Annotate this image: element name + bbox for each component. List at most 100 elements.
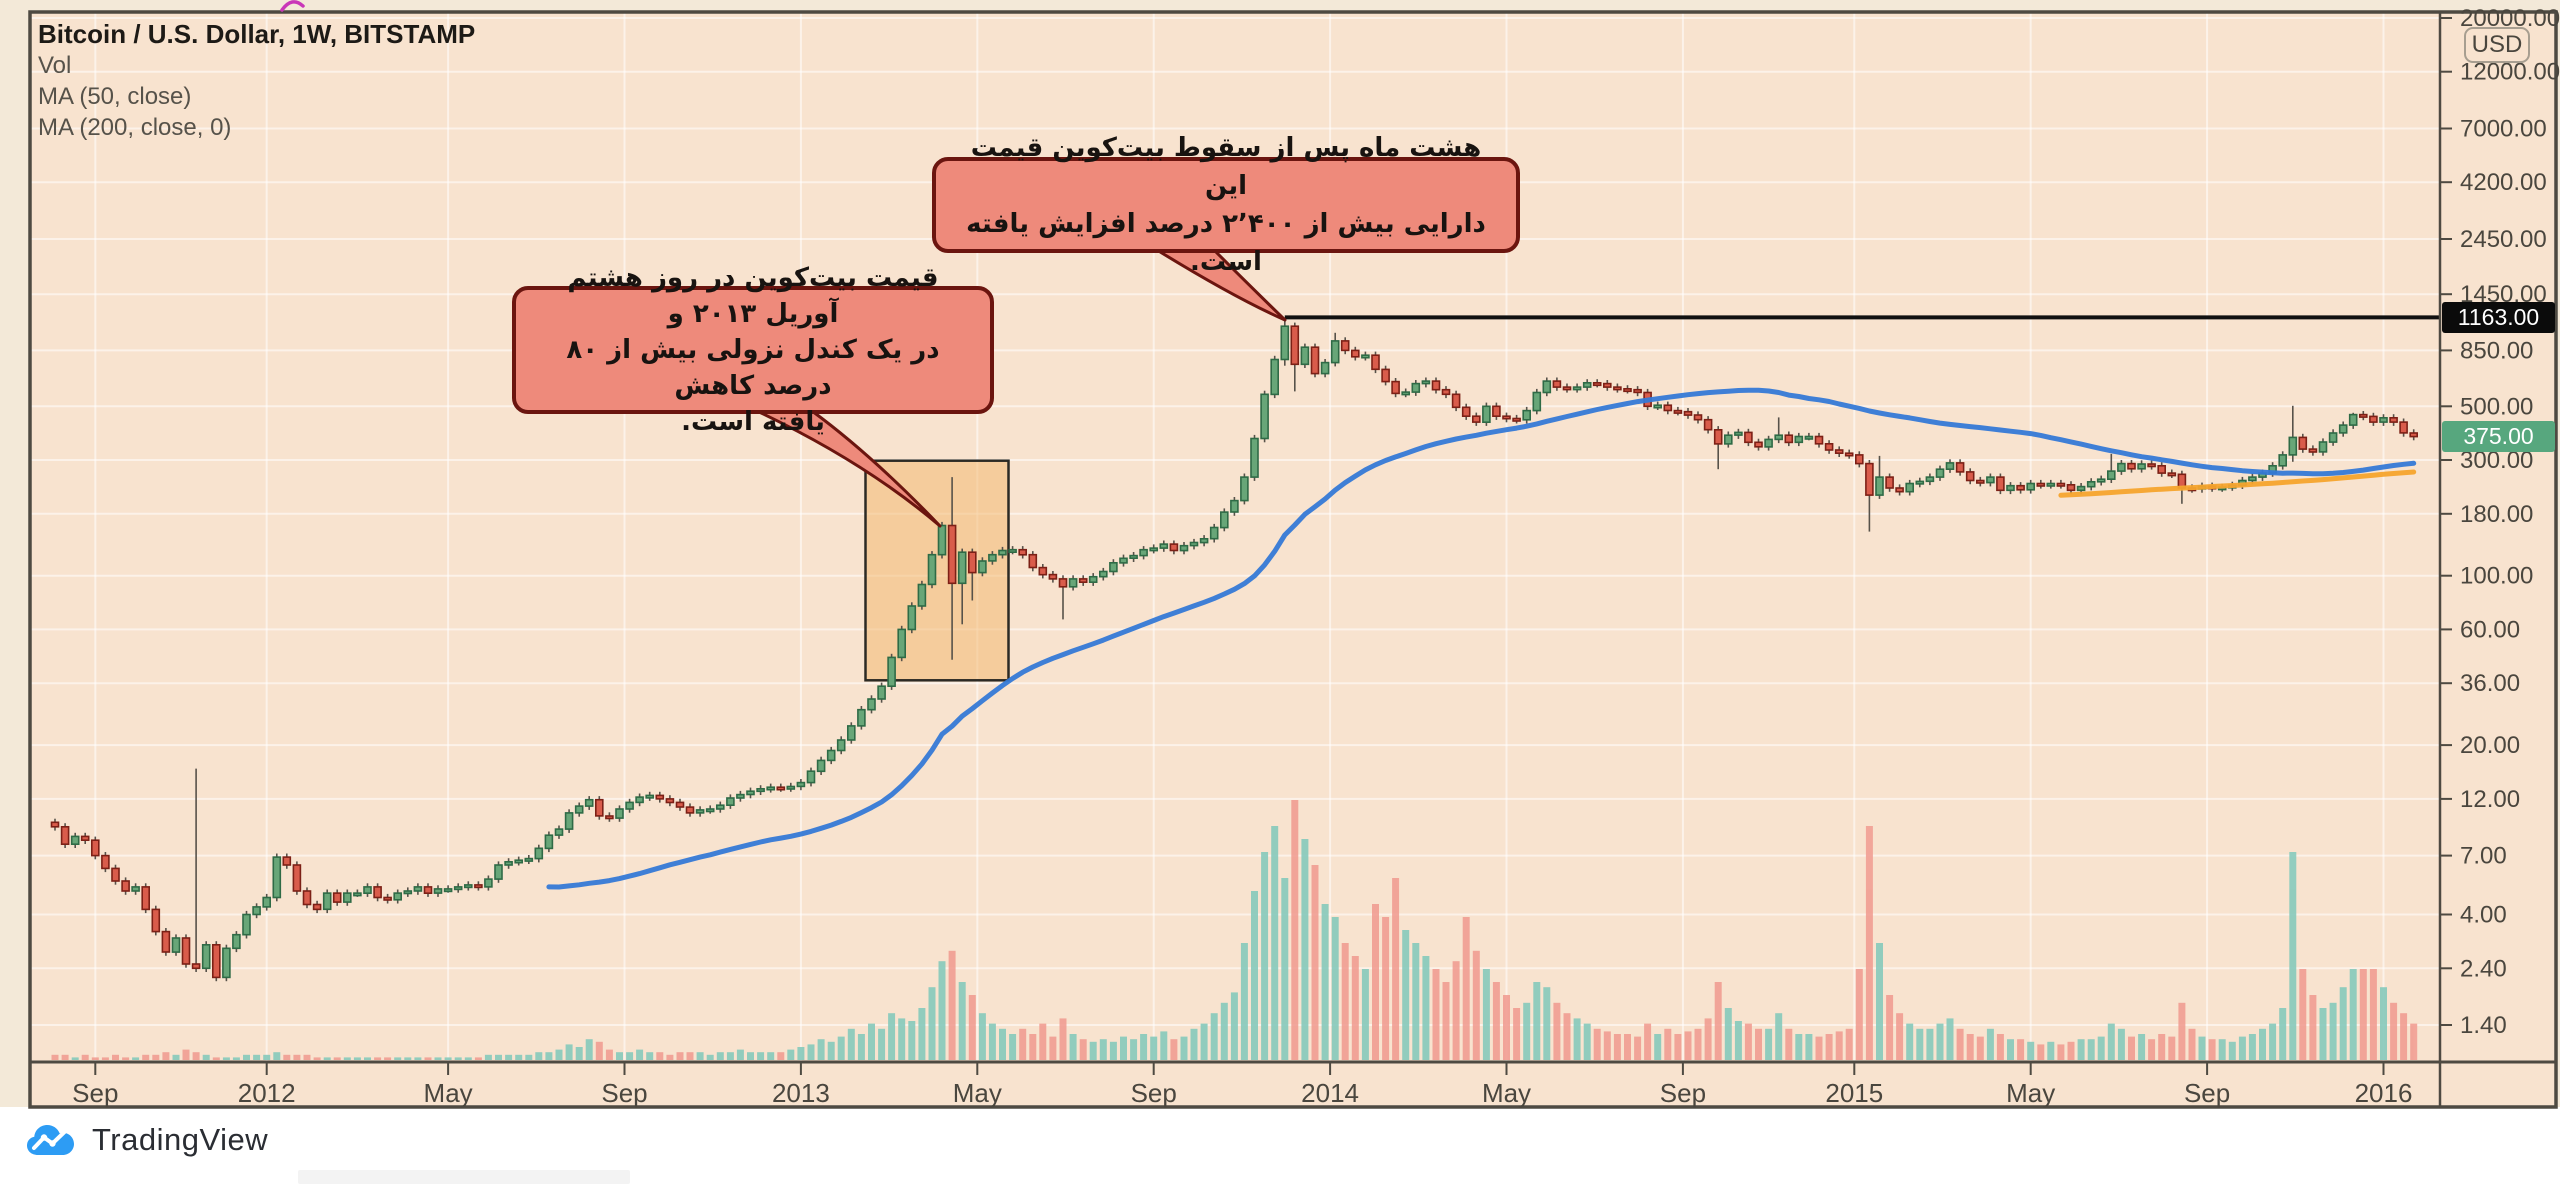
price-tick-label: 12.00 — [2460, 786, 2520, 813]
volume-bar — [1321, 904, 1329, 1060]
candle-body — [1693, 414, 1703, 421]
candle-body — [2076, 485, 2086, 492]
time-tick-label: 2012 — [238, 1078, 296, 1108]
candle-body — [1905, 482, 1914, 493]
price-level-badge: 1163.00 — [2442, 301, 2555, 333]
candle-body — [161, 930, 171, 953]
volume-bar — [2309, 995, 2317, 1060]
candle-body — [1351, 349, 1360, 358]
volume-bar — [1422, 956, 1430, 1060]
price-tick-label: 4200.00 — [2460, 169, 2547, 196]
price-tick-label: 36.00 — [2460, 670, 2520, 697]
time-tick-label: May — [424, 1078, 473, 1108]
candle-body — [705, 808, 715, 813]
volume-bar — [112, 1054, 119, 1060]
candle-body — [806, 770, 816, 784]
ma200-line[interactable] — [2058, 469, 2417, 498]
volume-bar — [1583, 1023, 1591, 1060]
candle-body — [272, 856, 282, 899]
magenta-annotation-fragment — [280, 0, 305, 12]
candle-body — [1663, 404, 1673, 412]
candle-body — [1915, 480, 1925, 485]
volume-bar — [1835, 1031, 1843, 1060]
volume-bar — [646, 1052, 654, 1060]
volume-bar — [1251, 891, 1258, 1060]
candle-body — [1431, 380, 1441, 391]
volume-bar — [364, 1057, 371, 1060]
tradingview-brand[interactable]: TradingView — [26, 1122, 268, 1158]
callout-eight-months-note[interactable]: هشت ماه پس از سقوط بیت‌کوین قیمت این دار… — [932, 133, 1520, 277]
volume-bar — [817, 1039, 825, 1060]
legend-vol[interactable]: Vol — [38, 52, 72, 79]
candle-body — [1703, 418, 1713, 431]
volume-bar — [1936, 1023, 1944, 1060]
volume-bar — [1009, 1034, 1017, 1060]
volume-bar — [1180, 1036, 1188, 1060]
volume-bar — [686, 1052, 694, 1060]
candle-body — [1411, 382, 1421, 393]
candle-body — [262, 896, 272, 908]
volume-bar — [847, 1028, 855, 1060]
candle-body — [383, 896, 392, 901]
price-axis[interactable]: 20000.0012000.007000.004200.002450.00145… — [2440, 5, 2560, 1039]
candle-body — [101, 854, 110, 870]
volume-bar — [1442, 982, 1450, 1060]
candle-body — [1421, 380, 1431, 385]
time-axis[interactable]: Sep 2012 May Sep 2013 May Sep 2014 May Sep 2015 May… — [72, 1062, 2412, 1108]
volume-bar — [1382, 917, 1390, 1060]
candle-body — [1572, 386, 1582, 391]
candle-body — [1099, 570, 1108, 578]
volume-bar — [1281, 878, 1289, 1060]
price-tick-label: 60.00 — [2460, 616, 2520, 643]
volume-bar — [878, 1028, 886, 1060]
volume-bar — [182, 1049, 190, 1060]
volume-bar — [2188, 1028, 2196, 1060]
volume-bar — [1563, 1013, 1571, 1060]
candle-body — [1361, 354, 1370, 359]
cropped-watermark-fragment — [298, 1170, 630, 1184]
price-tick-label: 7000.00 — [2460, 116, 2547, 143]
volume-bar — [1392, 878, 1400, 1060]
candle-body — [685, 806, 695, 814]
volume-bar — [1351, 956, 1359, 1060]
volume-bar — [283, 1054, 291, 1060]
volume-bar — [2248, 1034, 2256, 1060]
candle-body — [1381, 368, 1390, 383]
volume-bar — [101, 1057, 109, 1060]
candle-body — [453, 886, 463, 891]
callout-april-2013-note[interactable]: قیمت بیت‌کوین در روز هشتم آوریل ۲۰۱۳ و د… — [512, 263, 994, 437]
candle-body — [524, 857, 534, 862]
volume-bar — [1644, 1023, 1652, 1060]
candle-body — [998, 549, 1007, 556]
volume-bar — [91, 1057, 99, 1060]
legend-ma50[interactable]: MA (50, close) — [38, 83, 192, 110]
candle-body — [1461, 406, 1471, 417]
candle-body — [615, 808, 624, 819]
volume-bar — [353, 1057, 361, 1060]
volume-bar — [273, 1052, 281, 1060]
candle-body — [635, 796, 644, 804]
symbol-title[interactable]: Bitcoin / U.S. Dollar, 1W, BITSTAMP — [38, 19, 476, 49]
candle-body — [544, 834, 554, 850]
volume-bar — [2369, 969, 2377, 1060]
time-tick-label: Sep — [72, 1078, 118, 1108]
volume-bar — [142, 1054, 150, 1060]
candle-body — [2288, 436, 2298, 456]
volume-bar — [243, 1054, 250, 1060]
brand-wordmark: TradingView — [92, 1122, 269, 1157]
legend-ma200[interactable]: MA (200, close, 0) — [38, 114, 232, 141]
candle-body — [91, 839, 100, 857]
volume-bar — [374, 1057, 382, 1060]
volume-bar — [1331, 917, 1339, 1060]
ma50-line[interactable] — [546, 387, 2417, 890]
volume-bar — [1533, 982, 1541, 1060]
candle-body — [1976, 479, 1985, 484]
volume-bar — [1886, 995, 1894, 1060]
candle-body — [312, 903, 322, 911]
candle-body — [1834, 449, 1844, 455]
volume-bar — [1755, 1028, 1762, 1060]
highlight-box[interactable] — [864, 459, 1010, 682]
candle-body — [746, 790, 755, 796]
candle-body — [2359, 413, 2368, 418]
candle-body — [2157, 464, 2166, 474]
